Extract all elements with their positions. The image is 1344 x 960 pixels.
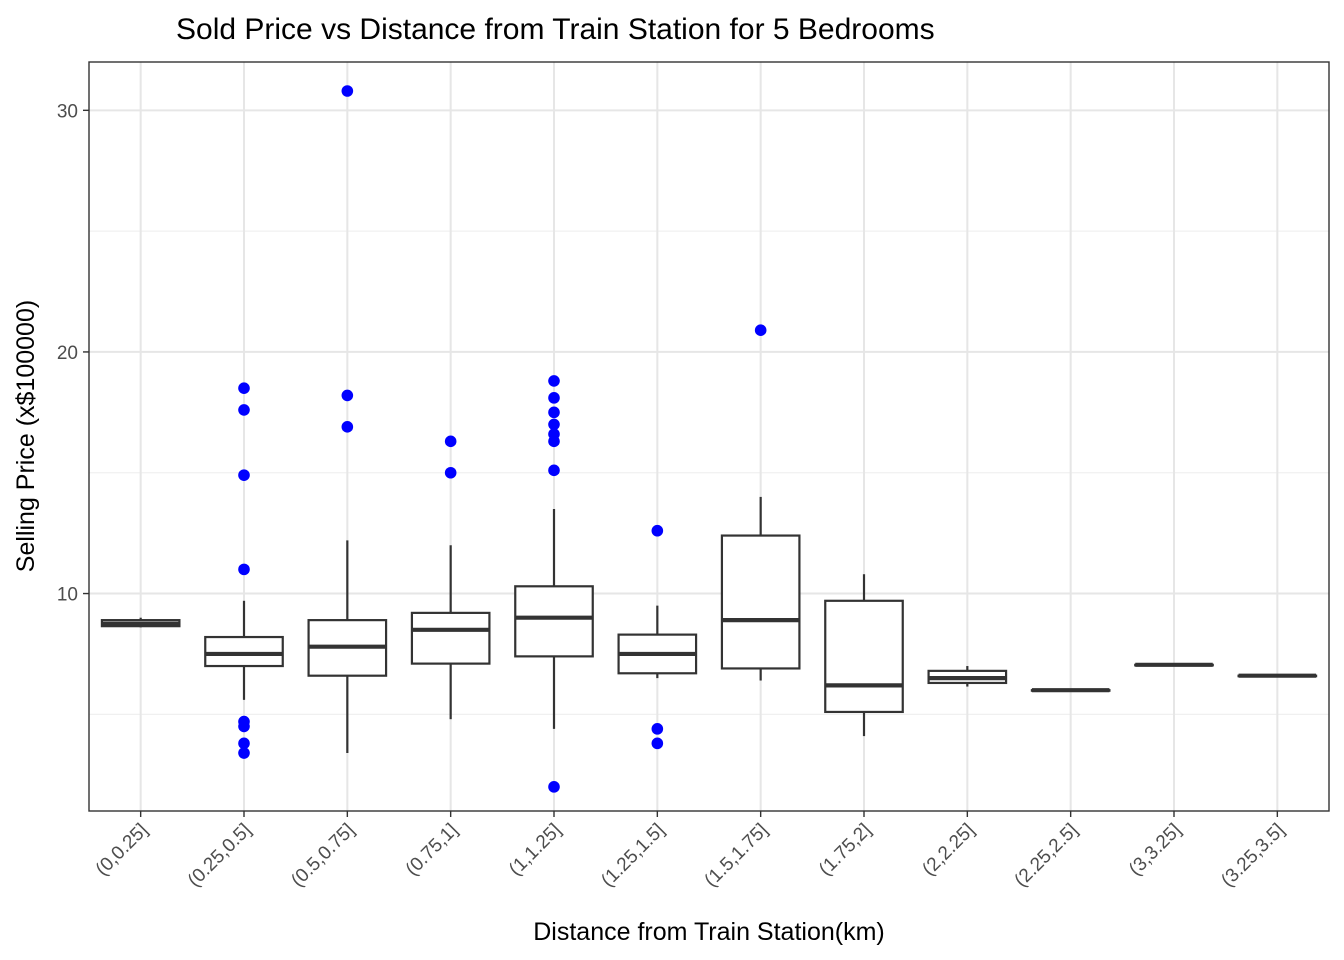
- outlier-point: [548, 464, 560, 477]
- outlier-point: [444, 435, 457, 448]
- outlier-point: [444, 466, 457, 479]
- outlier-point: [651, 737, 664, 750]
- box-group: [824, 574, 904, 737]
- box-group: [307, 85, 388, 754]
- outlier-point: [238, 469, 250, 481]
- box-iqr: [720, 534, 801, 670]
- box-iqr: [410, 611, 491, 665]
- outlier-point: [341, 389, 354, 402]
- outlier-point: [548, 392, 560, 404]
- box-group: [204, 382, 284, 759]
- box-group: [1030, 688, 1111, 693]
- outlier-point: [548, 375, 560, 387]
- box-iqr: [204, 635, 284, 668]
- outlier-point: [238, 737, 250, 750]
- plot-panel-border: [88, 61, 1330, 812]
- outlier-point: [548, 781, 560, 793]
- outlier-point: [548, 406, 560, 419]
- outlier-point: [651, 524, 664, 537]
- x-axis-title: Distance from Train Station(km): [533, 918, 885, 946]
- box-group: [617, 524, 698, 750]
- chart-title: Sold Price vs Distance from Train Statio…: [176, 13, 935, 46]
- outlier-point: [548, 435, 560, 448]
- box-group: [100, 617, 181, 628]
- outlier-point: [238, 747, 250, 759]
- box-iqr: [514, 585, 594, 658]
- outlier-point: [238, 720, 250, 733]
- outlier-point: [548, 418, 560, 431]
- box-iqr: [824, 599, 904, 714]
- box-group: [1134, 662, 1214, 667]
- outlier-point: [238, 382, 250, 394]
- outlier-point: [341, 85, 354, 97]
- box-group: [1237, 673, 1318, 678]
- y-tick-label: 20: [57, 343, 78, 364]
- box-group: [410, 435, 491, 720]
- outlier-point: [341, 421, 354, 433]
- box-layer: [100, 85, 1318, 793]
- box-group: [514, 375, 594, 793]
- y-tick-label: 10: [57, 585, 78, 606]
- box-group: [720, 324, 801, 681]
- y-tick-label: 30: [57, 101, 78, 122]
- outlier-point: [238, 563, 250, 576]
- y-axis-title: Selling Price (x$100000): [12, 300, 40, 572]
- outlier-point: [238, 404, 250, 416]
- outlier-point: [754, 324, 767, 336]
- box-group: [927, 666, 1008, 687]
- outlier-point: [651, 723, 664, 735]
